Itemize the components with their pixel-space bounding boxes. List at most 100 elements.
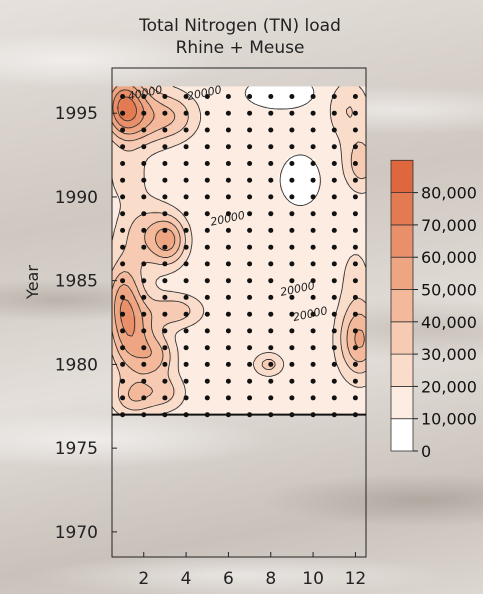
heat-cell (338, 260, 343, 265)
heat-cell (235, 211, 240, 216)
heat-cell (207, 234, 212, 239)
heat-cell (135, 335, 141, 340)
heat-cell (290, 326, 296, 330)
heat-cell (342, 283, 347, 288)
heat-cell (147, 89, 153, 94)
heat-cell (350, 86, 355, 91)
heat-cell (147, 96, 153, 101)
heat-cell (262, 152, 268, 156)
heat-cell (127, 102, 133, 107)
heat-cell (183, 181, 189, 186)
heat-cell (338, 283, 343, 288)
heat-cell (246, 138, 252, 143)
heat-cell (302, 276, 308, 281)
heat-cell (207, 243, 212, 248)
heat-cell (242, 129, 248, 133)
heat-cell (155, 171, 161, 176)
heat-cell (115, 316, 121, 321)
heat-cell (290, 102, 296, 107)
heat-cell (266, 204, 272, 209)
heat-cell (235, 257, 240, 261)
heat-cell (231, 102, 236, 107)
heat-cell (322, 201, 327, 206)
heat-cell (362, 309, 367, 314)
heat-cell (199, 99, 204, 104)
heat-cell (115, 191, 121, 196)
heat-cell (135, 102, 141, 107)
heat-cell (127, 266, 133, 271)
heat-cell (290, 283, 296, 288)
heat-cell (314, 306, 319, 311)
heat-cell (175, 204, 181, 209)
heat-cell (155, 273, 161, 278)
heat-cell (207, 92, 212, 97)
heat-cell (314, 243, 319, 248)
heat-cell (274, 158, 280, 163)
heat-cell (131, 191, 137, 196)
heat-cell (326, 263, 331, 268)
heat-cell (171, 329, 177, 334)
heat-cell (167, 109, 173, 114)
heat-cell (183, 335, 189, 340)
heat-cell (262, 293, 268, 298)
heat-cell (342, 165, 347, 170)
heat-cell (187, 283, 192, 288)
heat-cell (290, 168, 296, 173)
heat-cell (123, 135, 129, 140)
heat-cell (258, 135, 264, 140)
heat-cell (258, 106, 264, 110)
heat-cell (306, 188, 312, 193)
heat-cell (350, 168, 355, 173)
heat-cell (358, 293, 363, 298)
heat-cell (167, 112, 173, 117)
heat-cell (207, 138, 212, 143)
heat-cell (171, 273, 177, 278)
heat-cell (151, 257, 157, 261)
heat-cell (155, 198, 161, 202)
heat-cell (350, 257, 355, 261)
heat-cell (334, 115, 339, 120)
heat-cell (171, 312, 177, 317)
heat-cell (112, 99, 117, 104)
heat-cell (346, 194, 351, 199)
heat-cell (219, 181, 224, 186)
heat-cell (199, 168, 204, 173)
heat-cell (318, 158, 323, 163)
heat-cell (346, 184, 351, 189)
heat-cell (179, 286, 185, 291)
heat-cell (211, 86, 216, 91)
heat-cell (123, 214, 129, 219)
heat-cell (258, 191, 264, 196)
heat-cell (199, 188, 204, 193)
heat-cell (254, 161, 260, 166)
heat-cell (262, 260, 268, 265)
heat-cell (135, 191, 141, 196)
heat-cell (112, 299, 117, 304)
heat-cell (223, 86, 228, 91)
heat-cell (246, 181, 252, 186)
heat-cell (219, 217, 224, 222)
heat-cell (143, 99, 149, 104)
heat-cell (235, 92, 240, 97)
heat-cell (239, 296, 244, 301)
heat-cell (215, 204, 220, 209)
heat-cell (123, 234, 129, 239)
heat-cell (274, 253, 280, 258)
heat-cell (159, 155, 165, 160)
heat-cell (211, 326, 216, 330)
heat-cell (147, 102, 153, 107)
heat-cell (159, 152, 165, 156)
heat-cell (195, 227, 200, 232)
heat-cell (179, 194, 185, 199)
heat-cell (294, 214, 300, 219)
heat-cell (258, 293, 264, 298)
heat-cell (163, 207, 169, 212)
heat-cell (235, 122, 240, 127)
heat-cell (179, 296, 185, 301)
heat-cell (207, 270, 212, 275)
heat-cell (318, 303, 323, 307)
heat-cell (306, 92, 312, 97)
heat-cell (298, 221, 304, 225)
heat-cell (179, 332, 185, 337)
heat-cell (258, 230, 264, 235)
